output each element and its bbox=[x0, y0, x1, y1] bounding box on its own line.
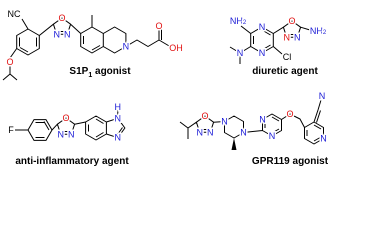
molecule-diuretic: NH2 N N O N N NH2 N Cl diuretic agent bbox=[228, 15, 328, 78]
atom-label: N bbox=[319, 91, 326, 101]
atom-label: N bbox=[259, 22, 266, 32]
atom-label: O bbox=[62, 113, 69, 123]
atom-label: N bbox=[207, 127, 214, 137]
atom-subscript: 2 bbox=[323, 30, 327, 36]
atom-text: NH bbox=[310, 26, 323, 36]
wedge-bond bbox=[231, 138, 237, 150]
label-subscript: 1 bbox=[88, 72, 92, 79]
bonds bbox=[229, 20, 311, 64]
atom-label: N bbox=[57, 129, 64, 139]
atom-label: N bbox=[259, 115, 266, 125]
atom-label: N bbox=[196, 127, 203, 137]
atom-label: O bbox=[288, 16, 295, 26]
molecule-label: S1P1 agonist bbox=[69, 66, 131, 79]
atom-label: N bbox=[240, 128, 247, 138]
atom-label: O bbox=[6, 57, 13, 67]
atom-label: N bbox=[259, 48, 266, 58]
diagram: NC O O N N N O OH S1P1 agonist NH2 N N O… bbox=[2, 8, 329, 168]
atom-label: N bbox=[68, 129, 75, 139]
atom-label: N bbox=[269, 131, 276, 141]
atom-label: N bbox=[115, 113, 122, 123]
molecule-s1p1: NC O O N N N O OH S1P1 agonist bbox=[2, 8, 184, 81]
atom-label: H bbox=[115, 102, 122, 112]
atom-label: NH2 bbox=[310, 26, 327, 36]
atom-label: N bbox=[320, 134, 327, 144]
bonds bbox=[179, 99, 324, 145]
atom-label: O bbox=[201, 111, 208, 121]
label-text: S1P bbox=[69, 66, 88, 77]
bonds bbox=[15, 110, 126, 141]
atom-label: OH bbox=[169, 43, 183, 53]
bonds bbox=[2, 15, 171, 81]
molecule-label: anti-inflammatory agent bbox=[15, 156, 129, 167]
atom-text: NH bbox=[230, 16, 243, 26]
molecule-anti-inflammatory: F O N N N H N anti-inflammatory agent bbox=[7, 101, 130, 168]
atom-label: N bbox=[283, 32, 290, 42]
atom-label: N bbox=[294, 32, 301, 42]
atom-label: N bbox=[237, 48, 244, 58]
atom-label: Cl bbox=[283, 52, 292, 62]
atom-label: NC bbox=[8, 9, 21, 19]
atom-label: N bbox=[115, 133, 122, 143]
atom-label: N bbox=[221, 117, 228, 127]
atom-label: N bbox=[53, 29, 60, 39]
molecule-gpr119: O N N N N N N O N N GPR119 agonist bbox=[179, 90, 329, 167]
atom-label: N bbox=[64, 29, 71, 39]
atom-label: O bbox=[155, 21, 162, 31]
atom-subscript: 2 bbox=[243, 20, 247, 26]
atom-label: O bbox=[286, 109, 293, 119]
molecule-label: diuretic agent bbox=[252, 66, 318, 77]
atom-label: F bbox=[8, 125, 14, 135]
atom-label: O bbox=[58, 13, 65, 23]
atom-label: NH2 bbox=[230, 16, 247, 26]
atom-label: N bbox=[123, 42, 130, 52]
molecule-label: GPR119 agonist bbox=[252, 156, 329, 167]
label-text: agonist bbox=[92, 66, 131, 77]
